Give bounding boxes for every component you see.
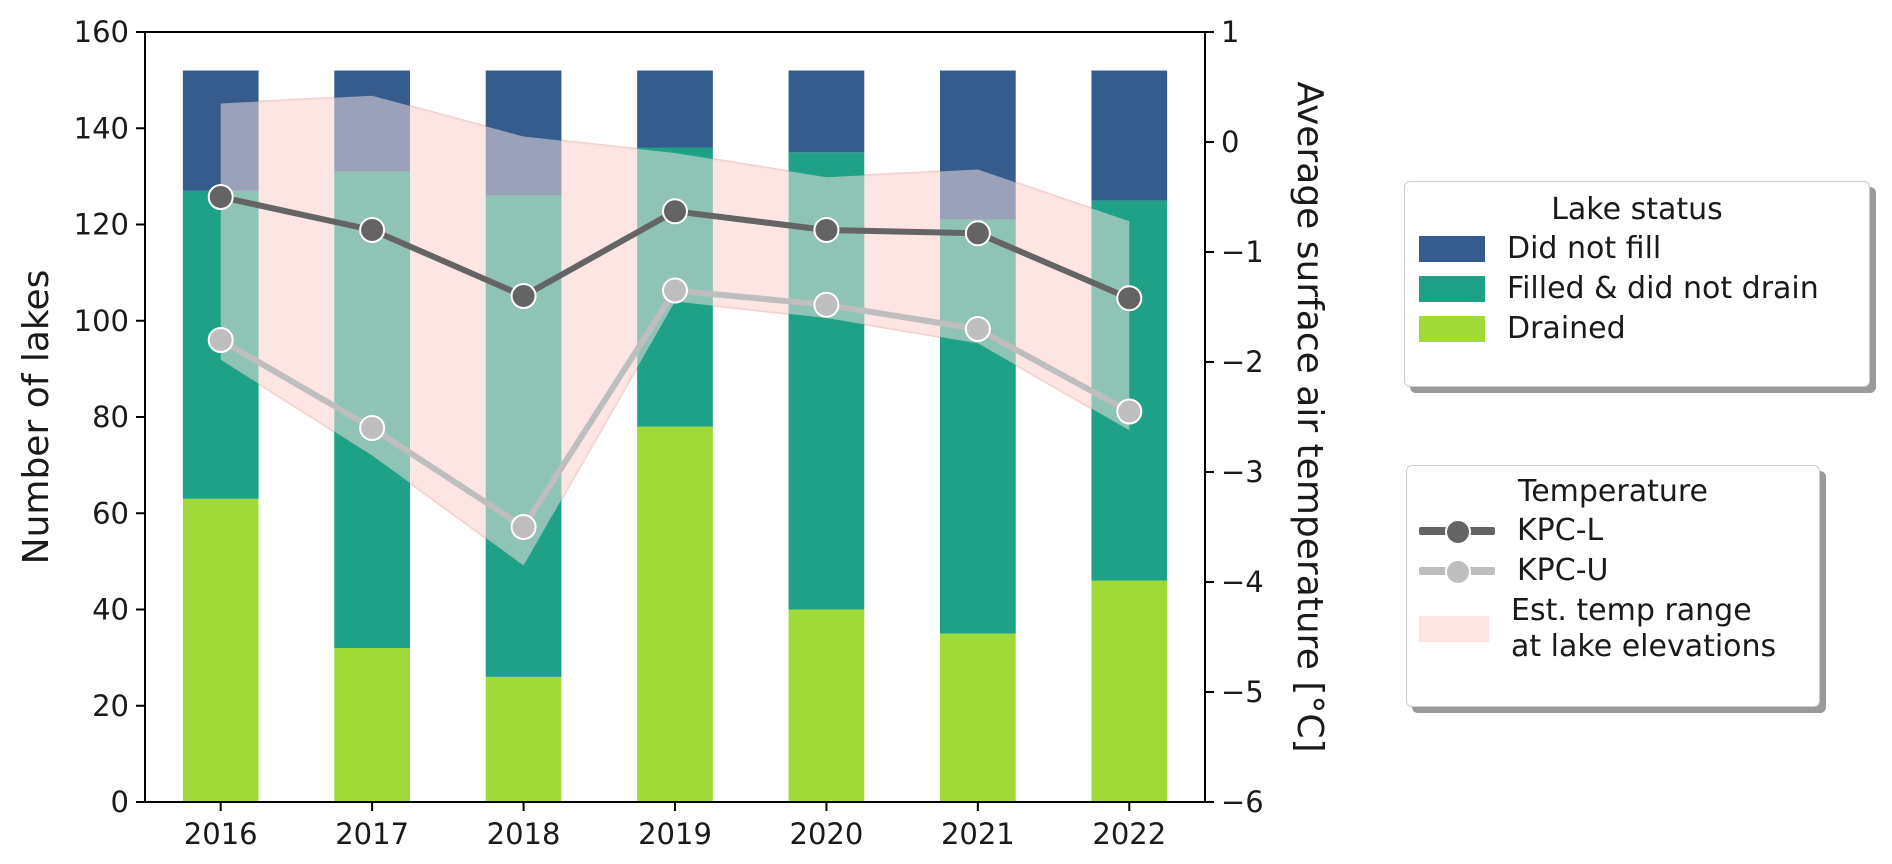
legend-temp-title: Temperature: [1517, 474, 1709, 509]
did-not-fill-swatch: [1419, 236, 1485, 262]
y2-tick-label: −4: [1221, 565, 1264, 599]
y-tick-label: 0: [111, 785, 129, 819]
legend-label: KPC-L: [1517, 513, 1604, 548]
legend-item-kpc-u: KPC-U: [1419, 553, 1807, 589]
kpc-u-line-icon: [1419, 556, 1495, 586]
legend-label: Est. temp range: [1511, 593, 1752, 628]
kpc-l-point: [510, 283, 537, 309]
y-tick-label: 80: [92, 400, 129, 434]
y2-tick-label: −6: [1221, 785, 1264, 819]
y-tick-label: 140: [74, 111, 129, 145]
x-tick-label: 2022: [1092, 817, 1166, 851]
temp-range-overlay-band: [220, 95, 1130, 566]
legend-item-range: Est. temp range at lake elevations: [1419, 593, 1807, 665]
x-tick-label: 2021: [941, 817, 1015, 851]
legend-label: KPC-U: [1517, 553, 1609, 588]
kpc-l-point: [1116, 285, 1143, 312]
y-tick-label: 40: [92, 593, 129, 627]
kpc-l-point: [813, 217, 840, 243]
temperature-lines-layer: [207, 184, 1143, 540]
bar-drained: [637, 426, 713, 802]
bar-did-not-fill: [637, 70, 713, 148]
kpc-l-point: [662, 198, 688, 225]
kpc-u-point: [1116, 398, 1143, 425]
bar-drained: [182, 498, 259, 802]
kpc-l-point: [964, 220, 991, 247]
kpc-u-point: [662, 277, 688, 304]
kpc-l-line-icon: [1419, 516, 1495, 546]
legend-lake-status: Lake status Did not fill Filled & did no…: [1404, 181, 1870, 387]
legend-temperature: Temperature KPC-L KPC-U Est. temp range …: [1406, 465, 1820, 707]
x-tick-label: 2019: [638, 817, 712, 851]
bar-drained: [788, 609, 865, 802]
y-tick-label: 20: [92, 689, 129, 723]
bar-drained: [1091, 580, 1168, 802]
bar-drained: [334, 648, 410, 802]
y2-axis-title: Average surface air temperature [°C]: [1289, 81, 1330, 752]
legend-label: Drained: [1507, 311, 1626, 346]
bar-drained: [940, 633, 1016, 802]
kpc-u-point: [510, 514, 537, 540]
y-tick-label: 60: [92, 496, 129, 530]
y-axis-title: Number of lakes: [16, 270, 57, 565]
kpc-u-point: [359, 415, 386, 441]
y-tick-label: 160: [74, 15, 129, 49]
x-tick-label: 2018: [487, 817, 561, 851]
legend-item-drained: Drained: [1419, 311, 1855, 347]
kpc-l-point: [207, 184, 234, 210]
legend-item-kpc-l: KPC-L: [1419, 513, 1807, 549]
x-tick-label: 2017: [335, 817, 409, 851]
y2-tick-label: −2: [1221, 345, 1264, 379]
legend-item-filled: Filled & did not drain: [1419, 271, 1855, 307]
y2-tick-label: −3: [1221, 455, 1264, 489]
bar-did-not-fill: [788, 70, 865, 153]
legend-label: Filled & did not drain: [1507, 271, 1819, 306]
legend-item-did-not-fill: Did not fill: [1419, 231, 1855, 267]
y2-tick-label: −1: [1221, 235, 1264, 269]
bar-did-not-fill: [1091, 70, 1168, 201]
kpc-u-point: [813, 291, 840, 318]
y2-tick-label: 1: [1221, 15, 1239, 49]
kpc-u-point: [964, 316, 991, 342]
y-tick-label: 100: [74, 304, 129, 338]
legend-label: Did not fill: [1507, 231, 1662, 266]
axes-layer: 0 20 40 60 80 100 120 140 160 −6 −5 −4 −3 −2 −1 0 1 2016 2…: [74, 15, 1264, 851]
range-swatch: [1419, 616, 1489, 642]
temp-range-overlay: [220, 95, 1130, 566]
y2-tick-label: −5: [1221, 675, 1264, 709]
kpc-l-point: [359, 217, 386, 243]
kpc-u-point: [207, 327, 234, 353]
bar-drained: [485, 676, 562, 802]
legend-status-title: Lake status: [1551, 192, 1723, 227]
x-tick-label: 2020: [790, 817, 864, 851]
x-tick-label: 2016: [184, 817, 258, 851]
y-tick-label: 120: [74, 208, 129, 242]
legend-label: at lake elevations: [1511, 629, 1777, 664]
filled-swatch: [1419, 276, 1485, 302]
drained-swatch: [1419, 316, 1485, 342]
y2-tick-label: 0: [1221, 125, 1239, 159]
